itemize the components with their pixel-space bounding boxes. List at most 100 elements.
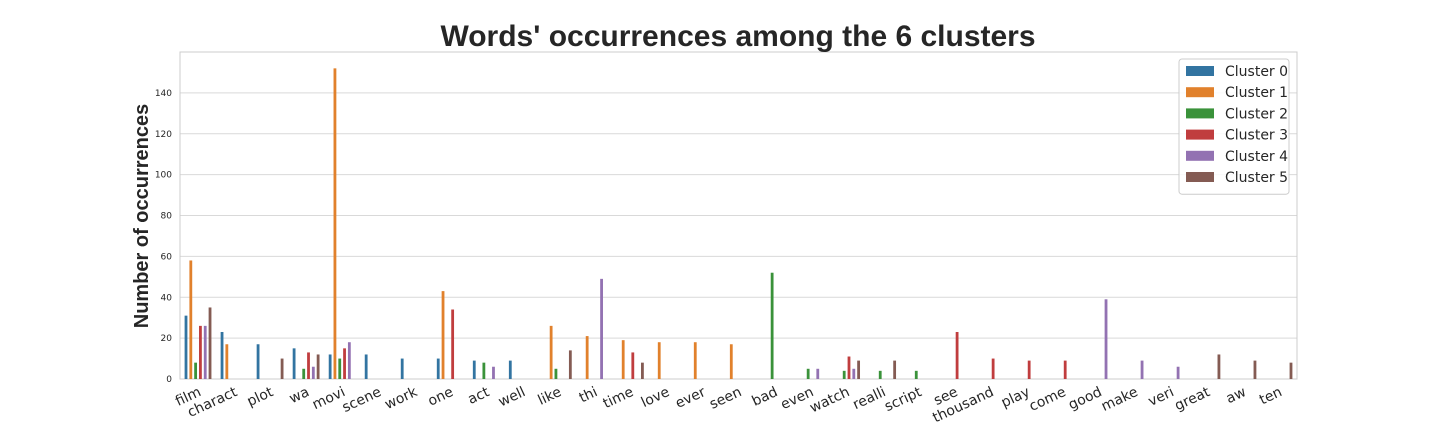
x-tick-label: aw [1224, 384, 1249, 407]
bar [657, 342, 661, 379]
bar [328, 354, 332, 379]
x-tick-label: act [465, 384, 492, 408]
y-tick-label: 60 [161, 252, 173, 262]
bar [600, 278, 603, 379]
bar [852, 368, 856, 379]
bar [770, 272, 774, 379]
legend-swatch [1186, 129, 1214, 140]
bar [878, 370, 882, 379]
legend-swatch [1186, 172, 1214, 182]
bar [343, 348, 346, 379]
x-tick-label: make [1099, 384, 1141, 415]
x-tick-label: come [1027, 384, 1069, 415]
bar [225, 344, 229, 379]
bar [806, 368, 810, 379]
x-tick-label: scene [340, 384, 384, 416]
x-tick-label: one [426, 384, 456, 410]
bar [1104, 299, 1108, 379]
bar [621, 340, 625, 379]
y-tick-label: 20 [161, 334, 173, 344]
x-tick-label: like [536, 384, 565, 409]
bar [451, 309, 455, 379]
bar [482, 362, 486, 379]
x-tick-label: play [999, 384, 1033, 411]
legend: Cluster 0 Cluster 1 Cluster 2 Cluster 3 Clus… [1178, 58, 1290, 195]
chart-title: Words' occurrences among the 6 clusters [440, 20, 1035, 53]
y-tick-label: 0 [166, 375, 172, 385]
bar [338, 358, 342, 379]
legend-entry: Cluster 3 [1225, 128, 1288, 144]
bar [492, 366, 495, 379]
bar [508, 360, 512, 379]
bar [729, 344, 733, 379]
bar [400, 358, 404, 379]
bar [311, 366, 315, 379]
bar [184, 315, 188, 379]
legend-entry: Cluster 1 [1225, 85, 1288, 101]
bar [847, 356, 851, 379]
legend-swatch [1186, 66, 1214, 76]
legend-swatch [1186, 87, 1214, 98]
y-axis-label: Number of occurrences [131, 104, 153, 329]
bar [1176, 366, 1180, 379]
gridlines [180, 92, 1297, 339]
bar [693, 342, 697, 379]
bar [364, 354, 368, 379]
x-tick-label: ever [673, 384, 708, 412]
bar [1217, 354, 1221, 379]
y-tick-label: 40 [161, 293, 173, 303]
bar [1253, 360, 1257, 379]
x-tick-label: thi [577, 384, 600, 406]
bar [554, 368, 558, 379]
x-tick-label: time [601, 384, 636, 412]
bar [280, 358, 284, 379]
bar [189, 260, 193, 379]
bar [472, 360, 476, 379]
x-tick-label: watch [807, 384, 852, 416]
bar [893, 360, 897, 379]
plot-area [179, 51, 1298, 380]
bar [203, 325, 207, 379]
x-tick-label: realli [850, 384, 888, 413]
legend-entry: Cluster 4 [1225, 149, 1288, 165]
x-tick-label: good [1066, 384, 1104, 413]
y-tick-label: 80 [161, 212, 173, 222]
legend-entry: Cluster 2 [1225, 106, 1288, 122]
bar [220, 331, 224, 379]
bar [991, 358, 995, 379]
x-tick-label: plot [245, 384, 277, 410]
bar [631, 352, 635, 379]
bar [549, 325, 553, 379]
y-tick-labels: 0 20 40 60 80 100 120 140 [155, 89, 172, 385]
bar [292, 348, 296, 379]
bar [857, 360, 861, 379]
x-tick-label: wa [287, 384, 312, 407]
bar [1027, 360, 1031, 379]
x-tick-label: love [639, 384, 672, 411]
bar [208, 307, 212, 379]
bar [1063, 360, 1067, 379]
legend-entry: Cluster 0 [1225, 64, 1288, 80]
bar [585, 336, 589, 379]
legend-entry: Cluster 5 [1225, 170, 1288, 186]
bar [316, 354, 320, 379]
legend-swatch [1186, 108, 1214, 119]
bars [184, 68, 1293, 379]
bar [816, 368, 820, 379]
y-tick-label: 120 [155, 130, 172, 140]
legend-swatch [1186, 150, 1214, 161]
x-tick-label: ten [1257, 384, 1285, 408]
x-tick-label: bad [750, 384, 781, 410]
bar [1140, 360, 1144, 379]
x-tick-label: veri [1146, 384, 1177, 410]
bar [955, 331, 959, 379]
bar [333, 68, 337, 379]
bar [256, 344, 260, 379]
bar [347, 342, 351, 379]
bar [199, 325, 202, 379]
bar [302, 368, 306, 379]
x-tick-label: well [496, 384, 528, 410]
bar [914, 370, 918, 379]
